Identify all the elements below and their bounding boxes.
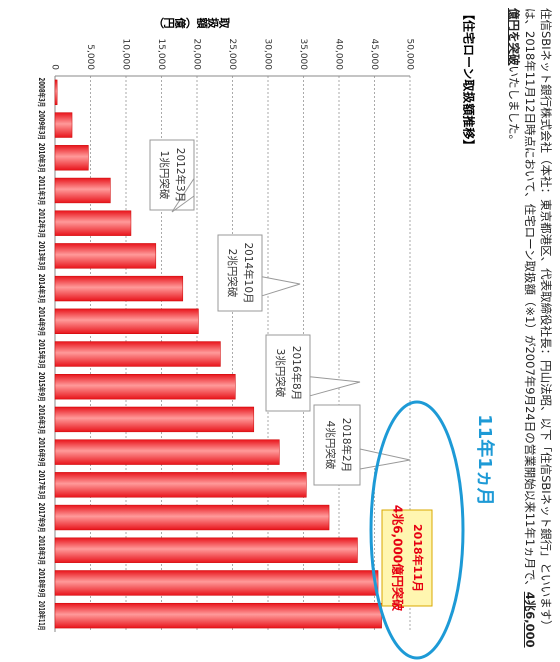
bar xyxy=(54,472,307,498)
y-tick-label: 5,000 xyxy=(85,44,95,70)
x-tick-label: 2014年3月 xyxy=(37,274,47,304)
x-tick-label: 2018年3月 xyxy=(37,535,47,565)
bar xyxy=(54,504,330,531)
x-tick-label: 2016年3月 xyxy=(37,405,47,435)
y-tick-label: 30,000 xyxy=(263,39,273,71)
y-tick-label: 25,000 xyxy=(227,39,237,71)
x-tick-label: 2014年9月 xyxy=(37,306,47,336)
y-tick-label: 20,000 xyxy=(192,39,202,71)
x-tick-label: 2012年3月 xyxy=(37,208,47,238)
y-tick-label: 50,000 xyxy=(405,39,415,71)
x-tick-label: 2016年9月 xyxy=(37,437,47,467)
y-tick-label: 45,000 xyxy=(369,39,379,71)
x-tick-label: 2015年9月 xyxy=(37,372,47,402)
bar xyxy=(54,112,73,138)
y-tick-label: 10,000 xyxy=(121,39,131,71)
bar xyxy=(54,537,358,563)
callout-text: 2018年2月 xyxy=(340,418,353,472)
highlight-circle xyxy=(369,400,465,660)
bar xyxy=(54,243,157,269)
x-tick-label: 2008年3月 xyxy=(37,78,47,108)
bar xyxy=(54,177,111,204)
callout-text: 2兆円突破 xyxy=(226,249,239,298)
bar xyxy=(54,602,382,629)
bar xyxy=(54,275,184,302)
highlight-text: 2018年11月 xyxy=(411,524,425,592)
x-tick-label: 2010年3月 xyxy=(37,143,47,173)
callout-text: 2016年8月 xyxy=(290,346,303,400)
period-label: 11年1ヵ月 xyxy=(474,414,496,506)
callout-text: 3兆円突破 xyxy=(274,349,287,398)
x-tick-label: 2017年9月 xyxy=(37,503,47,533)
callout-text: 1兆円突破 xyxy=(158,151,171,200)
bar xyxy=(54,374,236,400)
highlight-box xyxy=(381,509,433,607)
callout-box xyxy=(265,334,361,412)
x-tick-label: 2011年3月 xyxy=(37,176,47,206)
callout-box xyxy=(149,139,195,213)
callout-text: 4兆円突破 xyxy=(324,421,337,470)
x-tick-label: 2013年3月 xyxy=(37,241,47,271)
y-tick-label: 40,000 xyxy=(334,39,344,71)
x-tick-label: 2018年9月 xyxy=(37,568,47,598)
bar xyxy=(54,341,221,367)
y-tick-label: 15,000 xyxy=(156,39,166,71)
x-tick-label: 2009年3月 xyxy=(37,110,47,140)
callout-text: 2012年3月 xyxy=(174,148,187,202)
highlight-text: 4兆6,000億円突破 xyxy=(391,505,406,611)
callout-box xyxy=(217,234,301,312)
bar xyxy=(54,439,280,465)
callout-text: 2014年10月 xyxy=(242,242,255,303)
bar xyxy=(54,308,199,334)
bar xyxy=(54,406,255,433)
bar xyxy=(54,145,89,171)
bar xyxy=(54,570,379,596)
bar xyxy=(54,79,58,106)
y-tick-label: 0 xyxy=(50,64,60,70)
x-tick-label: 2018年11月 xyxy=(37,601,47,631)
y-tick-label: 35,000 xyxy=(298,39,308,71)
x-tick-label: 2017年3月 xyxy=(37,470,47,500)
x-tick-label: 2015年3月 xyxy=(37,339,47,369)
y-axis-label: 取扱額（億円） xyxy=(153,16,230,30)
chart-title: 【住宅ローン取扱額推移】 xyxy=(462,8,477,151)
bar xyxy=(54,210,132,236)
